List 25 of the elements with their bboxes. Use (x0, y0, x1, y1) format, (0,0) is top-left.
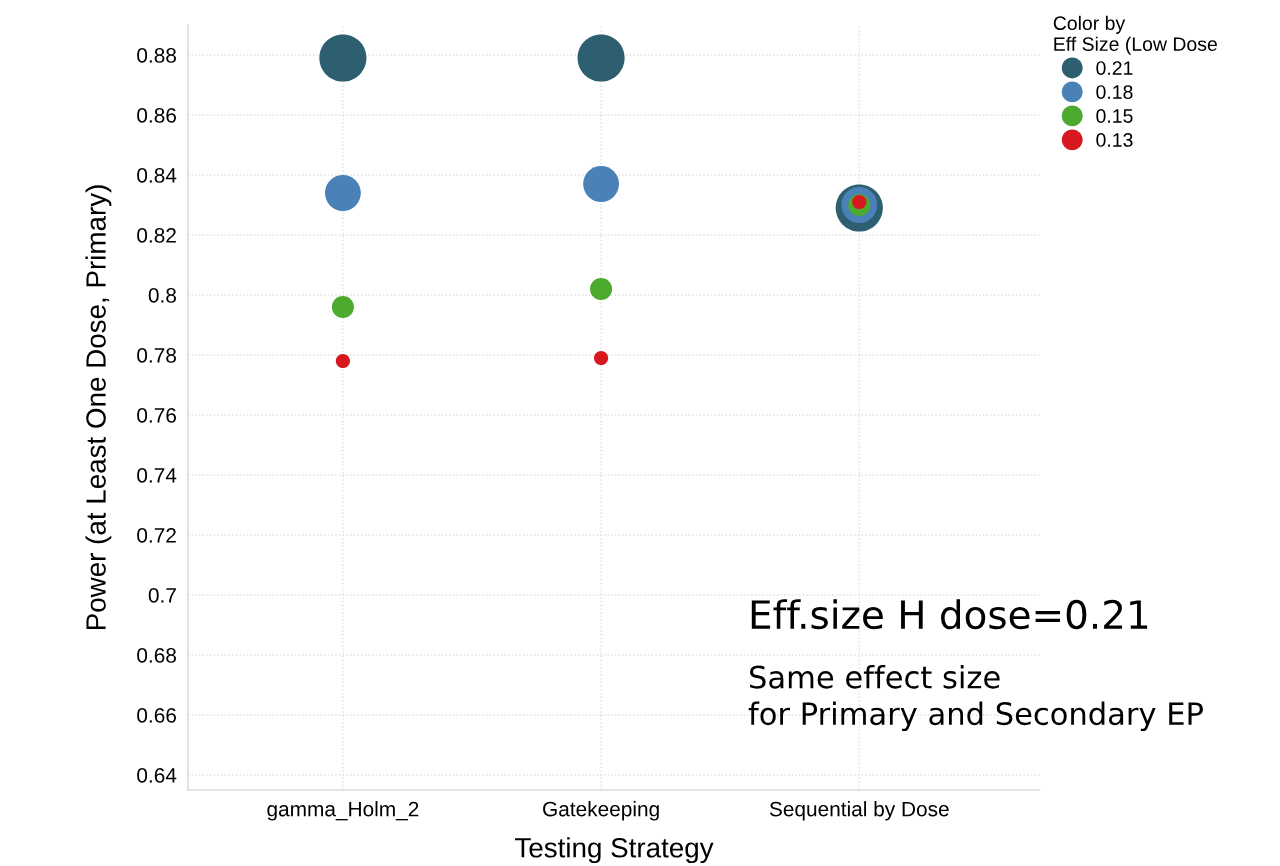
y-tick-label: 0.86 (137, 108, 176, 123)
y-tick-label: 0.78 (137, 348, 176, 363)
annotation: Eff.size H dose=0.21 (751, 599, 1148, 630)
legend-title: Color by Eff Size (Low Dose (1053, 15, 1217, 55)
y-tick-label: 0.8 (148, 288, 176, 303)
y-tick-label: 0.68 (137, 648, 176, 663)
y-tick-label: 0.76 (137, 408, 176, 423)
y-tick-label: 0.72 (137, 528, 176, 543)
y-tick-label: 0.84 (137, 168, 177, 183)
y-tick-label: 0.82 (137, 228, 176, 243)
y-axis-title: Power (at Least One Dose, Primary) (85, 185, 112, 630)
y-tick-label: 0.74 (137, 468, 177, 483)
y-tick-label: 0.88 (137, 48, 176, 63)
legend-label: 0.21 (1096, 61, 1133, 75)
x-tick-label: Sequential by Dose (769, 801, 949, 821)
legend-label: 0.15 (1096, 109, 1133, 123)
y-tick-label: 0.64 (137, 768, 177, 783)
legend-label: 0.18 (1096, 85, 1133, 99)
legend-label: 0.13 (1096, 133, 1133, 147)
y-tick-label: 0.66 (137, 708, 176, 723)
x-tick-label: Gatekeeping (543, 801, 659, 821)
x-axis-title: Testing Strategy (515, 837, 714, 864)
annotation: Same effect size for Primary and Secondary EP (748, 665, 1203, 732)
x-tick-label: gamma_Holm_2 (267, 801, 419, 821)
y-tick-label: 0.7 (148, 588, 176, 603)
